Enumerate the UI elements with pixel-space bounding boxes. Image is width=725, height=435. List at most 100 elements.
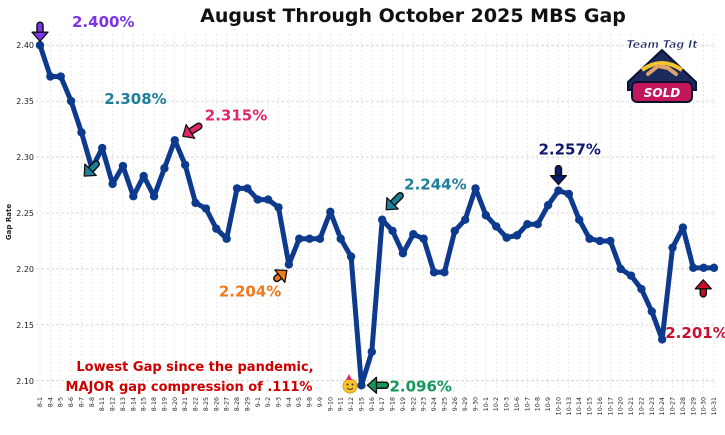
annotation-arrow-icon (694, 279, 712, 298)
x-tick-label: 8-26 (213, 397, 220, 411)
x-tick-label: 9-16 (369, 397, 376, 411)
data-point (232, 184, 242, 193)
x-tick-label: 8-18 (151, 397, 158, 411)
note-line-2: MAJOR gap compression of .111% (66, 380, 313, 395)
data-point (108, 179, 117, 189)
data-point (616, 264, 625, 274)
data-point (66, 96, 76, 106)
x-tick-label: 10-31 (711, 397, 718, 415)
y-tick-label: 2.25 (16, 209, 34, 218)
x-tick-label: 9-24 (431, 397, 438, 411)
data-point (243, 184, 252, 193)
annotation-label: 2.308% (104, 90, 166, 108)
x-tick-label: 8-13 (120, 397, 127, 411)
grid (36, 34, 715, 392)
x-tick-label: 8-21 (182, 397, 189, 411)
x-tick-label: 9-12 (348, 397, 355, 411)
x-tick-label: 8-12 (110, 397, 117, 411)
x-tick-label: 10-1 (483, 397, 490, 411)
data-point (606, 236, 615, 246)
x-tick-label: 9-10 (327, 397, 334, 411)
annotation-label: 2.400% (72, 13, 134, 31)
y-tick-label: 2.15 (16, 321, 34, 330)
annotation-arrow-icon (83, 160, 100, 177)
x-tick-label: 8-5 (58, 397, 65, 407)
party-face-icon (342, 374, 358, 394)
logo-bottom-text: SOLD (644, 86, 680, 100)
x-tick-label: 10-6 (514, 397, 521, 411)
x-tick-label: 9-4 (286, 397, 293, 407)
x-tick-label: 9-26 (452, 397, 459, 411)
data-point (699, 263, 708, 273)
annotations: 2.400% 2.308% 2.315% 2.204% 2.096% 2.244% 2.25… (31, 13, 725, 395)
annotation-arrow-icon (31, 21, 49, 42)
x-tick-label: 9-3 (275, 397, 282, 407)
data-point (263, 195, 273, 204)
data-point (284, 260, 294, 269)
x-tick-label: 10-13 (566, 397, 573, 415)
y-tick-label: 2.40 (16, 41, 34, 50)
data-point (523, 219, 532, 229)
data-point (388, 226, 397, 236)
data-point (305, 234, 314, 243)
data-point (180, 160, 190, 170)
data-point (346, 252, 356, 261)
x-tick-label: 8-20 (172, 397, 179, 411)
data-point (575, 215, 584, 224)
data-point (460, 215, 470, 224)
x-tick-label: 8-22 (193, 397, 200, 411)
x-tick-label: 8-8 (89, 397, 96, 407)
chart-title: August Through October 2025 MBS Gap (200, 5, 626, 27)
y-tick-label: 2.20 (16, 265, 34, 274)
y-tick-label: 2.35 (16, 97, 34, 106)
x-tick-label: 10-30 (701, 397, 708, 415)
data-point (253, 195, 262, 204)
annotation-label: 2.201% (665, 324, 725, 342)
note-line-1: Lowest Gap since the pandemic, (76, 360, 313, 375)
data-point (637, 284, 646, 294)
data-point (533, 219, 542, 229)
data-point (35, 40, 45, 50)
x-tick-label: 10-3 (504, 397, 511, 411)
x-tick-label: 10-29 (690, 397, 697, 415)
x-tick-label: 10-24 (659, 397, 666, 415)
x-tick-label: 9-5 (296, 397, 303, 407)
data-point (326, 207, 335, 217)
data-point (170, 136, 179, 145)
data-point (212, 224, 221, 233)
x-tick-label: 9-9 (317, 397, 324, 407)
x-tick-label: 10-8 (535, 397, 542, 411)
y-tick-label: 2.10 (16, 377, 34, 386)
data-points (35, 40, 719, 390)
x-tick-label: 9-23 (421, 397, 428, 411)
data-point (274, 203, 283, 212)
data-point (626, 271, 636, 280)
x-tick-label: 9-8 (307, 397, 314, 407)
data-point (440, 268, 449, 277)
annotation-arrow-icon (182, 122, 203, 139)
data-point (46, 72, 55, 81)
data-point (357, 381, 366, 390)
data-point (367, 347, 377, 356)
x-tick-label: 10-7 (524, 397, 531, 411)
data-point (657, 335, 667, 344)
data-point (450, 226, 459, 236)
x-tick-label: 9-29 (462, 397, 469, 411)
team-tag-it-logo: Team Tag It SOLD (620, 30, 704, 114)
y-tick-label: 2.30 (16, 153, 34, 162)
x-tick-label: 9-19 (400, 397, 407, 411)
x-tick-label: 10-2 (493, 397, 500, 411)
annotation-arrow-icon (366, 376, 390, 394)
x-tick-label: 9-15 (358, 397, 365, 411)
data-point (471, 184, 480, 193)
x-tick-label: 8-27 (224, 397, 231, 411)
data-point (336, 234, 345, 243)
x-ticks: 8-1 8-4 8-5 8-6 8-7 8-8 8-11 8-12 8-13 8-14 8-15 8-… (37, 397, 718, 415)
x-tick-label: 10-10 (555, 397, 562, 415)
data-point (77, 128, 86, 137)
x-tick-label: 10-21 (628, 397, 635, 415)
data-point (98, 143, 107, 153)
data-point (709, 263, 719, 273)
x-tick-label: 10-28 (680, 397, 687, 415)
x-tick-label: 10-9 (545, 397, 552, 411)
